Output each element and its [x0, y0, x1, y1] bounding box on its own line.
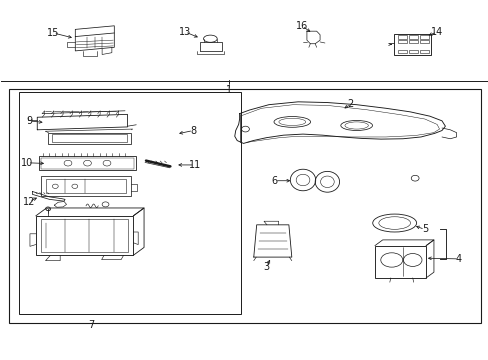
Text: 5: 5 — [421, 225, 427, 234]
Bar — [48, 133, 131, 144]
Bar — [394, 34, 430, 55]
Bar — [45, 179, 126, 193]
Bar — [41, 219, 128, 252]
Text: 10: 10 — [21, 158, 34, 168]
Bar — [36, 216, 133, 255]
Bar — [419, 40, 427, 43]
Text: 8: 8 — [190, 126, 196, 135]
Text: 6: 6 — [271, 176, 277, 186]
Text: 2: 2 — [347, 99, 353, 109]
Text: 16: 16 — [295, 21, 307, 31]
Text: 1: 1 — [225, 85, 231, 95]
Text: 13: 13 — [179, 27, 191, 37]
Bar — [419, 35, 427, 39]
Text: 11: 11 — [188, 160, 201, 170]
Text: 7: 7 — [88, 320, 94, 330]
Text: 12: 12 — [23, 197, 35, 207]
Bar — [41, 158, 134, 168]
Bar — [408, 50, 417, 53]
Text: 3: 3 — [263, 262, 269, 272]
Bar — [52, 134, 127, 142]
Text: 9: 9 — [26, 116, 32, 126]
Bar — [408, 35, 417, 39]
Bar — [41, 176, 131, 196]
Bar — [398, 50, 407, 53]
Bar — [398, 40, 407, 43]
Text: 15: 15 — [47, 28, 60, 38]
Text: 14: 14 — [430, 27, 442, 37]
Text: 4: 4 — [455, 254, 461, 264]
Bar — [9, 89, 481, 323]
Bar — [39, 156, 136, 170]
Bar — [408, 40, 417, 43]
Bar — [374, 246, 425, 278]
Bar — [398, 35, 407, 39]
Bar — [19, 92, 241, 315]
Bar — [419, 50, 427, 53]
